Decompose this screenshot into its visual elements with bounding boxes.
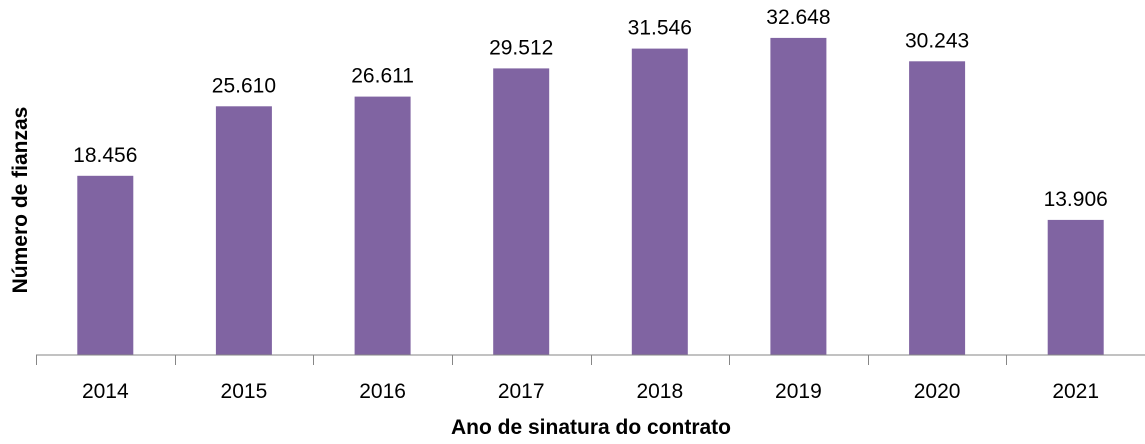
x-tick-labels-group: 2014 2015 2016 2017 2018 2019 2020 2021: [82, 380, 1099, 403]
x-tick-label-2016: 2016: [359, 380, 406, 403]
data-label-2021: 13.906: [1044, 188, 1108, 211]
data-label-2016: 26.611: [351, 65, 414, 88]
x-tick-label-2014: 2014: [82, 380, 129, 403]
x-tick-label-2021: 2021: [1052, 380, 1099, 403]
data-label-2017: 29.512: [489, 36, 553, 59]
data-label-2014: 18.456: [73, 144, 137, 167]
data-labels-group: 18.456 25.610 26.611 29.512 31.546 32.648 30.2…: [73, 6, 1108, 211]
x-tick-label-2020: 2020: [914, 380, 961, 403]
x-axis-title: Ano de sinatura do contrato: [451, 416, 731, 439]
bar-2017: [493, 68, 550, 356]
data-label-2015: 25.610: [212, 74, 276, 97]
bar-2020: [909, 61, 966, 356]
x-tick-label-2019: 2019: [775, 380, 822, 403]
x-tick-label-2018: 2018: [636, 380, 683, 403]
bar-2019: [770, 37, 827, 356]
y-axis-title: Número de fianzas: [9, 107, 32, 294]
data-label-2019: 32.648: [766, 6, 830, 29]
bar-2015: [215, 106, 272, 355]
data-label-2018: 31.546: [628, 17, 692, 40]
bar-2021: [1047, 219, 1104, 355]
bar-2016: [354, 96, 411, 355]
x-tick-label-2017: 2017: [498, 380, 545, 403]
x-tick-label-2015: 2015: [221, 380, 268, 403]
bar-2014: [77, 175, 134, 355]
bars-group: [77, 37, 1104, 356]
x-axis: [36, 354, 1145, 365]
data-label-2020: 30.243: [905, 29, 969, 52]
bar-2018: [631, 48, 688, 355]
